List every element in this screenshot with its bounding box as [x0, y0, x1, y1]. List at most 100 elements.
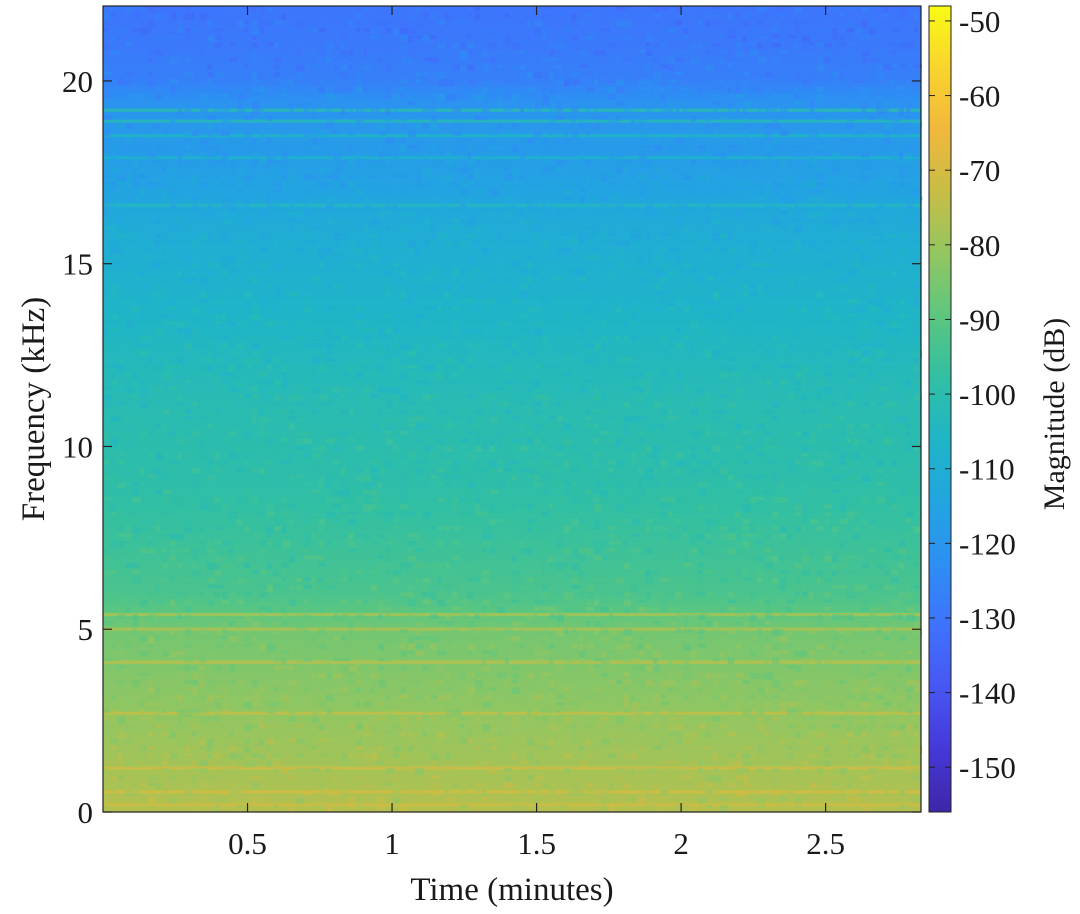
spectrogram-speckle	[846, 181, 852, 188]
spectrogram-speckle	[645, 584, 652, 589]
spectrogram-speckle	[697, 306, 705, 310]
spectrogram-speckle	[407, 401, 414, 405]
spectrogram-speckle	[519, 269, 528, 274]
spectrogram-speckle	[906, 533, 912, 538]
spectrogram-speckle	[363, 416, 368, 421]
spectrogram-speckle	[660, 540, 666, 545]
spectrogram-speckle	[913, 621, 920, 628]
spectrogram-speckle	[578, 247, 588, 252]
tonal-line	[103, 134, 921, 138]
spectrogram-speckle	[474, 115, 482, 120]
spectrogram-speckle	[132, 86, 140, 92]
spectrogram-speckle	[363, 42, 371, 50]
spectrogram-speckle	[831, 365, 838, 369]
spectrogram-speckle	[549, 680, 555, 687]
spectrogram-speckle	[593, 387, 598, 392]
spectrogram-speckle	[846, 438, 851, 444]
spectrogram-speckle	[608, 20, 615, 25]
spectrogram-speckle	[311, 636, 318, 642]
spectrogram-speckle	[534, 328, 543, 336]
spectrogram-speckle	[735, 42, 741, 48]
spectrogram-speckle	[229, 313, 236, 317]
spectrogram-speckle	[117, 20, 123, 27]
spectrogram-speckle	[482, 86, 488, 94]
spectrogram-speckle	[504, 665, 509, 671]
spectrogram-speckle	[177, 27, 184, 34]
spectrogram-speckle	[326, 108, 333, 113]
spectrogram-speckle	[697, 672, 705, 677]
spectrogram-speckle	[861, 35, 871, 40]
spectrogram-speckle	[757, 416, 766, 424]
spectrogram-speckle	[221, 108, 231, 115]
spectrogram-speckle	[913, 672, 919, 676]
spectrogram-speckle	[155, 145, 162, 151]
spectrogram-speckle	[690, 452, 696, 460]
spectrogram-speckle	[787, 460, 794, 468]
spectrogram-speckle	[214, 71, 223, 78]
spectrogram-speckle	[742, 159, 748, 167]
spectrogram-speckle	[816, 518, 821, 523]
spectrogram-speckle	[541, 167, 550, 174]
spectrogram-speckle	[876, 269, 883, 276]
spectrogram-speckle	[474, 680, 484, 687]
spectrogram-speckle	[422, 181, 428, 188]
spectrogram-speckle	[497, 430, 504, 437]
spectrogram-speckle	[251, 20, 258, 27]
spectrogram-speckle	[110, 438, 118, 446]
spectrogram-speckle	[541, 606, 551, 611]
spectrogram-speckle	[616, 174, 622, 181]
spectrogram-speckle	[162, 474, 168, 480]
spectrogram-speckle	[690, 284, 698, 289]
spectrogram-speckle	[727, 526, 736, 533]
spectrogram-speckle	[757, 20, 763, 27]
spectrogram-speckle	[534, 247, 540, 252]
spectrogram-speckle	[318, 115, 324, 121]
spectrogram-speckle	[140, 299, 147, 306]
spectrogram-speckle	[437, 20, 445, 26]
spectrogram-speckle	[236, 93, 246, 100]
spectrogram-speckle	[422, 291, 430, 298]
spectrogram-speckle	[764, 71, 773, 78]
spectrogram-speckle	[459, 643, 465, 648]
spectrogram-speckle	[407, 365, 417, 369]
spectrogram-speckle	[378, 409, 383, 413]
spectrogram-speckle	[764, 372, 770, 379]
spectrogram-speckle	[504, 335, 512, 342]
spectrogram-speckle	[274, 570, 279, 577]
spectrogram-speckle	[251, 159, 258, 166]
spectrogram-speckle	[556, 423, 562, 428]
spectrogram-speckle	[541, 387, 548, 391]
spectrogram-speckle	[452, 291, 460, 297]
spectrogram-speckle	[586, 357, 595, 364]
spectrogram-speckle	[221, 555, 228, 560]
spectrogram-speckle	[683, 562, 692, 567]
spectrogram-speckle	[697, 71, 704, 79]
spectrogram-speckle	[541, 496, 548, 500]
spectrogram-speckle	[906, 423, 912, 428]
spectrogram-speckle	[549, 416, 557, 421]
spectrogram-speckle	[147, 79, 156, 87]
spectrogram-speckle	[876, 621, 884, 628]
spectrogram-speckle	[236, 174, 246, 180]
spectrogram-speckle	[103, 159, 109, 163]
spectrogram-speckle	[296, 218, 302, 225]
spectrogram-speckle	[459, 584, 464, 591]
spectrogram-speckle	[571, 269, 580, 276]
spectrogram-speckle	[712, 6, 721, 10]
spectrogram-speckle	[296, 64, 306, 72]
spectrogram-speckle	[221, 233, 230, 240]
spectrogram-speckle	[556, 137, 562, 145]
spectrogram-speckle	[898, 152, 904, 160]
spectrogram-speckle	[474, 614, 480, 620]
spectrogram-speckle	[868, 306, 877, 312]
spectrogram-speckle	[720, 335, 727, 342]
spectrogram-speckle	[578, 548, 588, 554]
spectrogram-speckle	[690, 321, 698, 329]
spectrogram-speckle	[311, 526, 318, 531]
spectrogram-speckle	[764, 555, 773, 561]
spectrogram-speckle	[333, 174, 340, 181]
spectrogram-speckle	[281, 614, 289, 618]
spectrogram-speckle	[802, 174, 810, 179]
spectrogram-speckle	[393, 577, 400, 585]
spectrogram-speckle	[236, 328, 242, 335]
